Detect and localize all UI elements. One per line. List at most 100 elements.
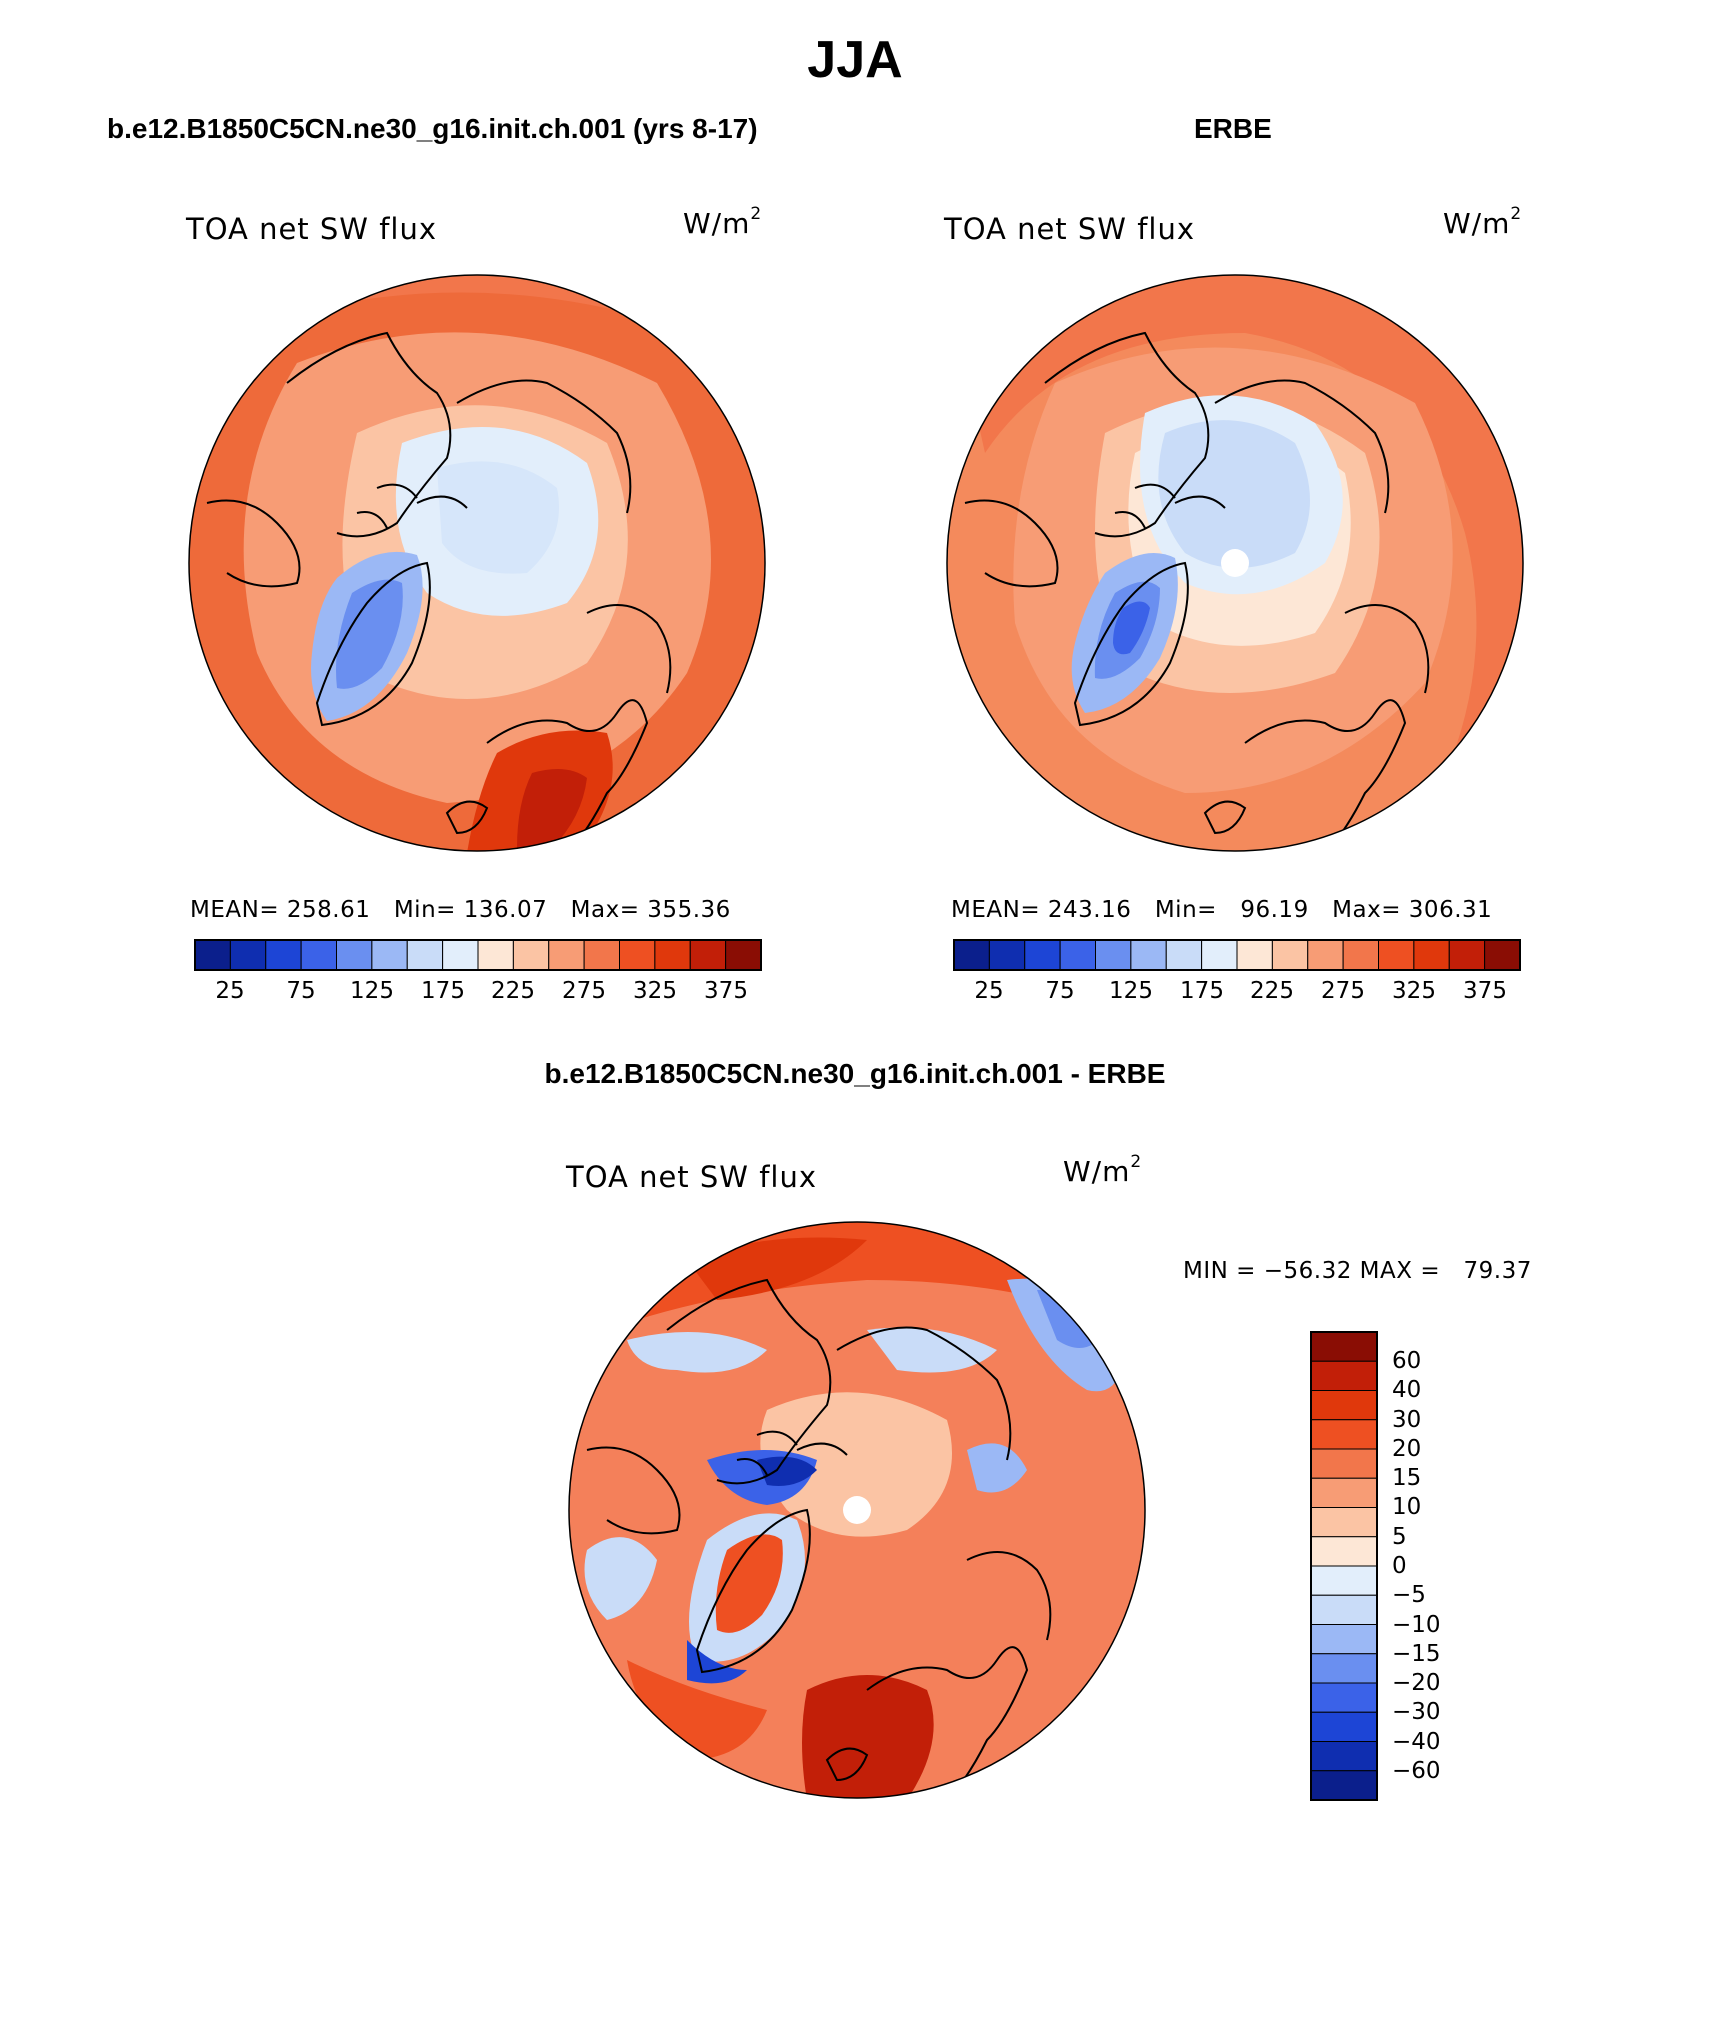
- panel-1-variable: TOA net SW flux: [186, 212, 438, 246]
- colorbar-swatch: [1024, 939, 1061, 971]
- colorbar-swatch: [1310, 1536, 1378, 1567]
- colorbar-tick-label: 225: [491, 978, 535, 1004]
- panel-3-polar-map: [568, 1221, 1146, 1799]
- colorbar-swatch: [1130, 939, 1167, 971]
- colorbar-tick-label: −10: [1392, 1612, 1441, 1638]
- colorbar-tick-label: −60: [1392, 1758, 1441, 1784]
- panel-3-west-light: [584, 1537, 657, 1620]
- colorbar-tick-label: −5: [1392, 1582, 1426, 1608]
- colorbar-frame: [1310, 1331, 1378, 1801]
- colorbar-swatch: [1095, 939, 1132, 971]
- colorbar-swatch: [1165, 939, 1203, 971]
- colorbar-swatch: [1310, 1594, 1378, 1625]
- colorbar-tick-label: 25: [974, 978, 1004, 1004]
- panel-1-map-border: [188, 274, 766, 852]
- colorbar-tick-label: 275: [562, 978, 606, 1004]
- panel-1-colorbar-ticks: 25 75 125 175 225 275 325 375: [195, 978, 761, 1008]
- panel-2-max: 306.31: [1408, 897, 1493, 923]
- colorbar-tick-label: 275: [1321, 978, 1365, 1004]
- colorbar-swatch: [265, 939, 302, 971]
- colorbar-swatch: [1310, 1331, 1378, 1362]
- colorbar-swatch: [1310, 1360, 1378, 1391]
- colorbar-tick-label: 0: [1392, 1553, 1407, 1579]
- panel-2-colorbar-ticks: 25 75 125 175 225 275 325 375: [954, 978, 1520, 1008]
- colorbar-tick-label: 30: [1392, 1407, 1422, 1433]
- panel-1-max: 355.36: [647, 897, 731, 923]
- panel-1-polar-map: [188, 274, 766, 852]
- colorbar-tick-label: 325: [633, 978, 677, 1004]
- colorbar-swatch: [442, 939, 479, 971]
- colorbar-swatch: [371, 939, 408, 971]
- panel-3-max: 79.37: [1463, 1258, 1532, 1284]
- panel-2-coastlines: [964, 331, 1430, 851]
- panel-2-stats: MEAN= 243.16 Min= 96.19 Max= 306.31: [951, 897, 1493, 923]
- colorbar-swatch: [1059, 939, 1096, 971]
- colorbar-swatch: [619, 939, 656, 971]
- colorbar-swatch: [512, 939, 550, 971]
- colorbar-tick-label: 40: [1392, 1377, 1422, 1403]
- panel-3-archipelago-dark: [757, 1456, 817, 1486]
- colorbar-swatch: [1310, 1741, 1378, 1772]
- panel-2-greenland-core: [1113, 601, 1150, 655]
- panel-1-stats: MEAN= 258.61 Min= 136.07 Max= 355.36: [190, 897, 731, 923]
- colorbar-swatch: [1310, 1419, 1378, 1450]
- colorbar-tick-label: 75: [286, 978, 316, 1004]
- colorbar-swatch: [1310, 1770, 1378, 1801]
- colorbar-tick-label: −40: [1392, 1729, 1441, 1755]
- panel-3-map-border: [568, 1221, 1146, 1799]
- panel-3-east-blue: [967, 1443, 1027, 1493]
- panel-3-colorbar: [1310, 1331, 1378, 1801]
- panel-1-heading: b.e12.B1850C5CN.ne30_g16.init.ch.001 (yr…: [107, 113, 758, 144]
- panel-2-min: 96.19: [1240, 897, 1309, 923]
- panel-2-polar-map: [946, 274, 1524, 852]
- colorbar-swatch: [1236, 939, 1273, 971]
- panel-1-europe-dark: [517, 769, 587, 848]
- panel-2-variable: TOA net SW flux: [944, 212, 1196, 246]
- panel-3-coastlines: [586, 1278, 1052, 1798]
- panel-2-missing-pole: [1221, 549, 1249, 577]
- colorbar-swatch: [953, 939, 990, 971]
- panel-3-europe-dark: [802, 1675, 934, 1798]
- colorbar-swatch: [1310, 1624, 1378, 1655]
- colorbar-tick-label: 60: [1392, 1348, 1422, 1374]
- colorbar-tick-label: 175: [1180, 978, 1224, 1004]
- colorbar-swatch: [336, 939, 373, 971]
- colorbar-swatch: [654, 939, 691, 971]
- panel-1-units: W/m2: [683, 204, 762, 240]
- panel-2-units: W/m2: [1443, 204, 1522, 240]
- colorbar-tick-label: 10: [1392, 1494, 1422, 1520]
- colorbar-tick-label: 225: [1250, 978, 1294, 1004]
- panel-3-north-blue: [627, 1332, 767, 1373]
- colorbar-tick-label: 175: [421, 978, 465, 1004]
- colorbar-tick-label: 20: [1392, 1436, 1422, 1462]
- panel-1-mean: 258.61: [286, 897, 371, 923]
- panel-3-min: −56.32: [1263, 1258, 1352, 1284]
- colorbar-tick-label: −30: [1392, 1699, 1441, 1725]
- colorbar-tick-label: 15: [1392, 1465, 1422, 1491]
- panel-3-heading: b.e12.B1850C5CN.ne30_g16.init.ch.001 - E…: [544, 1058, 1166, 1089]
- colorbar-tick-label: 375: [704, 978, 748, 1004]
- panel-1-greenland-core: [336, 579, 403, 689]
- colorbar-swatch: [1342, 939, 1379, 971]
- panel-3-top-dark: [687, 1237, 867, 1300]
- colorbar-swatch: [406, 939, 444, 971]
- colorbar-swatch: [1310, 1653, 1378, 1684]
- colorbar-swatch: [725, 939, 762, 971]
- panel-3-missing-pole: [843, 1496, 871, 1524]
- panel-3-north-blue-2: [867, 1327, 997, 1373]
- panel-2-map-border: [946, 274, 1524, 852]
- colorbar-swatch: [194, 939, 231, 971]
- colorbar-tick-label: 125: [350, 978, 394, 1004]
- colorbar-swatch: [1310, 1477, 1378, 1508]
- colorbar-tick-label: 375: [1463, 978, 1507, 1004]
- colorbar-swatch: [1378, 939, 1415, 971]
- colorbar-swatch: [1310, 1682, 1378, 1713]
- panel-1-min: 136.07: [463, 897, 548, 923]
- colorbar-swatch: [1310, 1448, 1378, 1479]
- panel-1-ice-core: [437, 461, 559, 574]
- colorbar-swatch: [229, 939, 267, 971]
- colorbar-tick-label: 325: [1392, 978, 1436, 1004]
- colorbar-swatch: [1201, 939, 1238, 971]
- panel-2-colorbar: [953, 939, 1521, 971]
- colorbar-tick-label: 125: [1109, 978, 1153, 1004]
